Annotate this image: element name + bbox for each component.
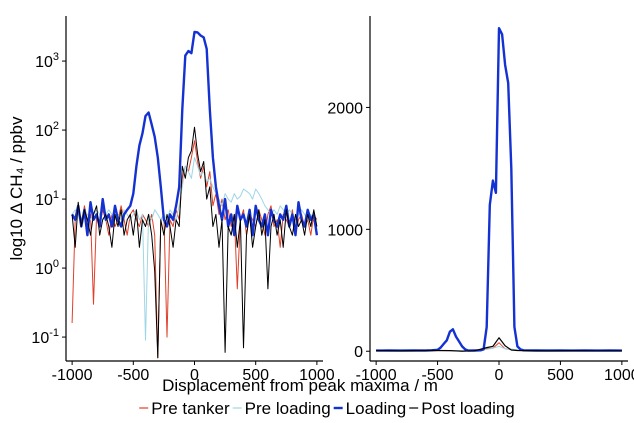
legend-item: Post loading [409,399,515,418]
x-tick-label: -500 [422,367,454,384]
y-tick-label: 2000 [327,100,363,117]
series-line-pre-loading [71,157,317,341]
legend-label: Post loading [421,399,515,418]
x-tick-label: 500 [242,367,269,384]
y-tick-label: 101 [35,189,59,209]
y-tick-label: 0 [354,344,363,361]
legend-label: Loading [346,399,407,418]
x-tick-label: 1000 [604,367,634,384]
x-tick-label: -1000 [356,367,397,384]
series-line-pre-tanker [71,140,318,359]
legend-item: Loading [333,399,407,418]
x-tick-label: 1000 [299,367,335,384]
y-tick-label: 10-1 [31,327,59,347]
y-tick-label: 103 [35,51,59,71]
x-tick-label: 500 [547,367,574,384]
legend: Pre tanker Pre loading Loading Post loading [139,399,515,418]
series-line-loading [376,27,622,352]
y-tick-label: 102 [35,120,59,140]
legend-item: Pre loading [232,399,331,418]
legend-label: Pre loading [245,399,331,418]
x-tick-label: -1000 [52,367,93,384]
series-line-post-loading [376,337,622,352]
y-axis-title: log10 Δ CH₄ / ppbv [7,116,26,260]
y-tick-label: 1000 [327,222,363,239]
x-tick-label: 0 [190,367,199,384]
y-tick-label: 100 [35,258,59,278]
left-panel-log-chart: -1000 -500 0 500 1000 10-1 100 101 102 103 log10 Δ… [7,16,335,384]
x-tick-label: 0 [495,367,504,384]
legend-item: Pre tanker [139,399,230,418]
series-line-post-loading [71,126,318,359]
right-panel-linear-chart: -1000 -500 0 500 1000 0 1000 2000 [327,16,634,384]
x-axis-title: Displacement from peak maxima / m [162,376,438,395]
x-tick-label: -500 [117,367,149,384]
series-line-loading [71,30,319,237]
legend-label: Pre tanker [151,399,230,418]
